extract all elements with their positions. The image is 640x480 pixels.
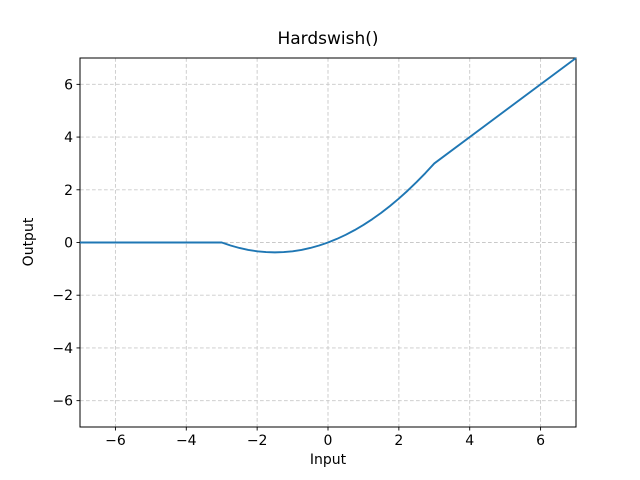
x-tick-label: −2 [247,433,268,449]
x-tick-label: −6 [105,433,126,449]
x-tick-label: −4 [176,433,197,449]
hardswish-line [80,57,577,254]
x-tick-label: 0 [324,433,333,449]
y-axis-label: Output [21,217,37,267]
x-tick-label: 6 [536,433,545,449]
y-tick-label: −4 [52,341,73,357]
y-tick-label: 0 [64,236,73,252]
x-axis-label: Input [309,452,347,468]
chart-title: Hardswish() [277,29,379,49]
x-tick-label: 2 [394,433,403,449]
x-tick-label: 4 [465,433,474,449]
y-tick-label: −2 [52,288,73,304]
y-tick-label: 6 [64,77,73,93]
y-tick-label: −6 [52,394,73,410]
y-tick-label: 2 [64,183,73,199]
y-tick-label: 4 [64,130,73,146]
